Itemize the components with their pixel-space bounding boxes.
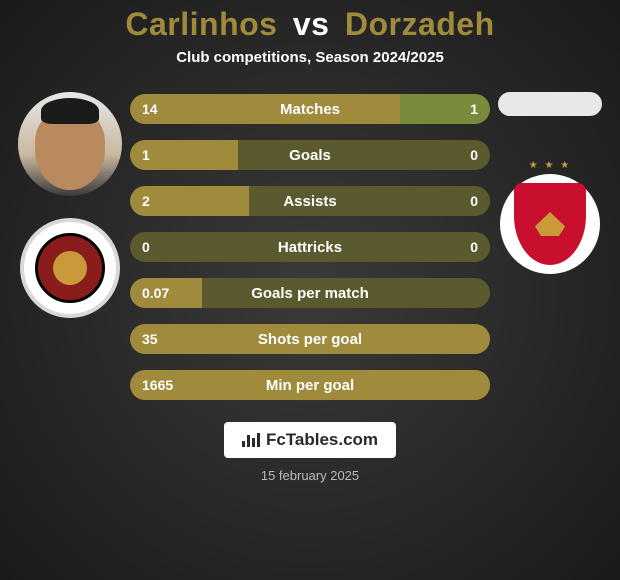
subtitle: Club competitions, Season 2024/2025 bbox=[0, 49, 620, 66]
stars-icon: ★ ★ ★ bbox=[529, 160, 571, 171]
stat-bar: 00Hattricks bbox=[130, 232, 490, 262]
stat-bar: 1665Min per goal bbox=[130, 370, 490, 400]
footer: FcTables.com 15 february 2025 bbox=[0, 422, 620, 483]
vs-separator: vs bbox=[293, 6, 330, 42]
player1-name: Carlinhos bbox=[125, 6, 277, 42]
main-row: 141Matches 10Goals 20Assists 00Hattricks 0.0… bbox=[0, 88, 620, 400]
face-silhouette bbox=[35, 110, 105, 190]
qatar-sc-logo bbox=[20, 218, 120, 318]
stat-label: Goals per match bbox=[130, 285, 490, 302]
bar-chart-icon bbox=[242, 433, 260, 447]
al-ahly-logo: ★ ★ ★ bbox=[500, 174, 600, 274]
stats-bars: 141Matches 10Goals 20Assists 00Hattricks 0.0… bbox=[130, 88, 490, 400]
page-title: Carlinhos vs Dorzadeh bbox=[0, 6, 620, 43]
stat-label: Shots per goal bbox=[130, 331, 490, 348]
date-label: 15 february 2025 bbox=[261, 468, 359, 483]
brand-label: FcTables.com bbox=[266, 430, 378, 450]
club-shield bbox=[514, 183, 586, 265]
comparison-card: Carlinhos vs Dorzadeh Club competitions,… bbox=[0, 0, 620, 580]
player1-photo bbox=[18, 92, 122, 196]
stat-label: Min per goal bbox=[130, 377, 490, 394]
player2-name: Dorzadeh bbox=[345, 6, 495, 42]
left-column bbox=[10, 88, 130, 318]
stat-label: Assists bbox=[130, 193, 490, 210]
stat-label: Goals bbox=[130, 147, 490, 164]
club-badge-center bbox=[53, 251, 87, 285]
stat-bar: 10Goals bbox=[130, 140, 490, 170]
stat-bar: 20Assists bbox=[130, 186, 490, 216]
stat-bar: 141Matches bbox=[130, 94, 490, 124]
stat-label: Matches bbox=[130, 101, 490, 118]
fctables-badge[interactable]: FcTables.com bbox=[224, 422, 396, 458]
stat-bar: 0.07Goals per match bbox=[130, 278, 490, 308]
right-column: ★ ★ ★ bbox=[490, 88, 610, 274]
eagle-icon bbox=[535, 212, 565, 236]
stat-label: Hattricks bbox=[130, 239, 490, 256]
player2-photo-placeholder bbox=[498, 92, 602, 116]
stat-bar: 35Shots per goal bbox=[130, 324, 490, 354]
club-badge-inner bbox=[35, 233, 105, 303]
